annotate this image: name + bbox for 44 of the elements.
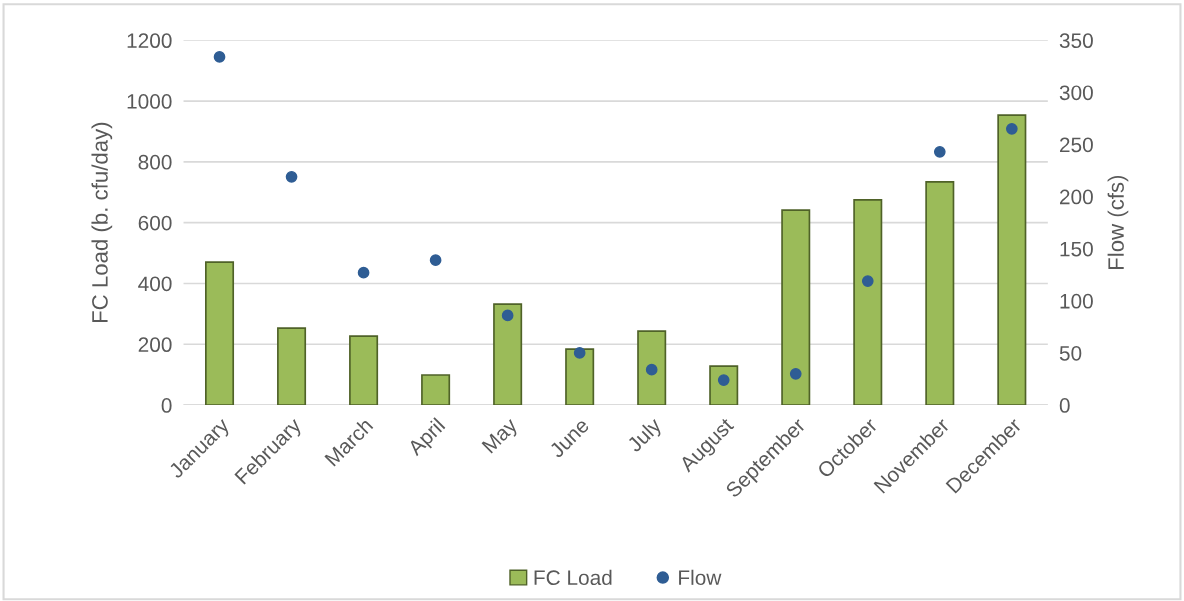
y2-axis-title: Flow (cfs) [1107, 175, 1129, 269]
y2-tick-label: 50 [1059, 345, 1082, 361]
bar [781, 209, 811, 406]
point [645, 363, 658, 376]
y-tick-label: 600 [138, 215, 172, 231]
y-axis-title: FC Load (b. cfu/day) [91, 122, 113, 323]
point [1005, 123, 1018, 135]
y2-tick-label: 200 [1060, 189, 1093, 205]
y2-tick-label: 150 [1060, 241, 1093, 257]
legend-label: Flow [679, 569, 722, 586]
point [789, 367, 802, 380]
bar [493, 303, 523, 406]
point [213, 51, 226, 63]
x-tick-label: July [625, 416, 666, 456]
bar [853, 199, 883, 406]
y-tick-label: 200 [138, 337, 172, 353]
bar [349, 335, 379, 406]
y-tick-label: 1200 [127, 33, 172, 49]
bar [421, 374, 451, 406]
legend-label: FC Load [534, 569, 612, 586]
y2-tick-label: 300 [1059, 85, 1093, 101]
bar [565, 348, 595, 406]
bar [925, 181, 955, 406]
point [573, 347, 586, 359]
y2-tick-label: 0 [1059, 398, 1070, 413]
bar [997, 114, 1027, 406]
point [429, 254, 442, 267]
point [861, 275, 874, 287]
x-tick-label: May [481, 416, 522, 457]
y-tick-label: 800 [138, 154, 172, 170]
bar [277, 327, 307, 406]
point [933, 145, 946, 158]
y-tick-label: 0 [161, 398, 172, 413]
y2-tick-label: 350 [1059, 33, 1093, 49]
bar [709, 365, 739, 406]
bar [637, 330, 667, 406]
y-tick-label: 1000 [127, 94, 172, 109]
point [285, 170, 298, 183]
y2-tick-label: 250 [1060, 137, 1093, 153]
y2-tick-label: 100 [1060, 293, 1093, 309]
point [501, 309, 514, 322]
bar [205, 261, 235, 406]
y-tick-label: 400 [138, 276, 172, 292]
point [357, 266, 370, 279]
